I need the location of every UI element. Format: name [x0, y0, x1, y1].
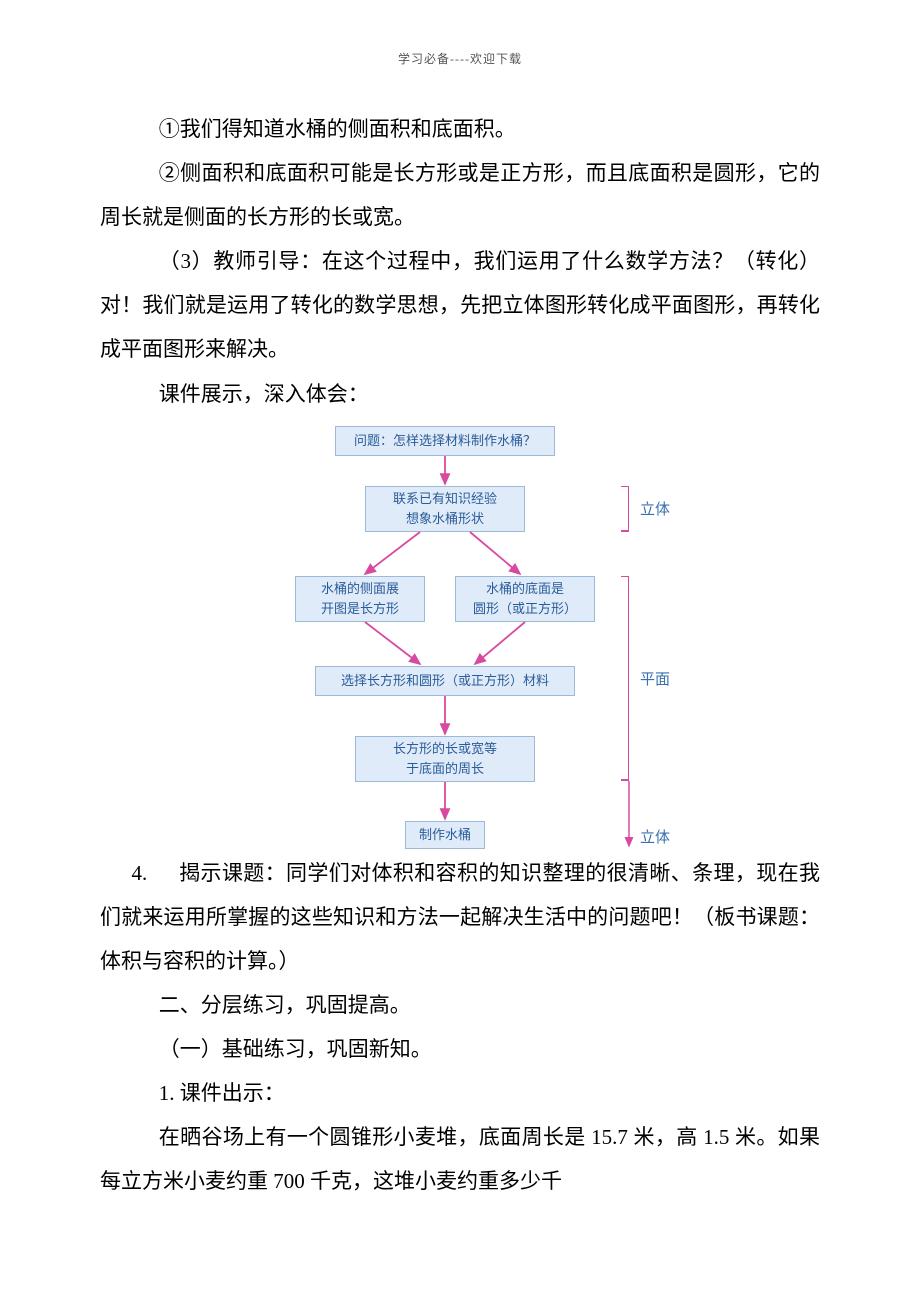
p5-body: 揭示课题：同学们对体积和容积的知识整理的很清晰、条理，现在我们就来运用所掌握的这…: [100, 861, 820, 973]
node-text: 问题：怎样选择材料制作水桶？: [354, 431, 536, 451]
side-label-bottom: 立体: [640, 826, 670, 847]
node-text: 长方形的长或宽等: [393, 739, 497, 759]
flowchart-node-6: 制作水桶: [405, 821, 485, 849]
p5-num: 4.: [132, 851, 174, 895]
node-text: 联系已有知识经验: [393, 489, 497, 509]
brace-middle: [628, 576, 629, 781]
node-text: 选择长方形和圆形（或正方形）材料: [341, 671, 549, 691]
paragraph-2: ②侧面积和底面积可能是长方形或是正方形，而且底面积是圆形，它的周长就是侧面的长方…: [100, 151, 820, 239]
flowchart-node-4: 选择长方形和圆形（或正方形）材料: [315, 666, 575, 696]
node-text: 开图是长方形: [321, 599, 399, 619]
paragraph-5: 4. 揭示课题：同学们对体积和容积的知识整理的很清晰、条理，现在我们就来运用所掌…: [100, 851, 820, 983]
paragraph-3: （3）教师引导：在这个过程中，我们运用了什么数学方法？（转化）对！我们就是运用了…: [100, 239, 820, 371]
page-header: 学习必备----欢迎下载: [100, 50, 820, 67]
paragraph-4: 课件展示，深入体会：: [100, 372, 820, 416]
flowchart-node-1: 问题：怎样选择材料制作水桶？: [335, 426, 555, 456]
flowchart: 问题：怎样选择材料制作水桶？ 联系已有知识经验 想象水桶形状 水桶的侧面展 开图…: [220, 426, 700, 856]
paragraph-6: 二、分层练习，巩固提高。: [100, 983, 820, 1027]
node-text: 于底面的周长: [406, 759, 484, 779]
side-label-middle: 平面: [640, 668, 670, 689]
node-text: 制作水桶: [419, 825, 471, 845]
node-text: 水桶的侧面展: [321, 579, 399, 599]
side-label-top: 立体: [640, 498, 670, 519]
document-page: 学习必备----欢迎下载 ①我们得知道水桶的侧面积和底面积。 ②侧面积和底面积可…: [0, 0, 920, 1243]
paragraph-7: （一）基础练习，巩固新知。: [100, 1027, 820, 1071]
paragraph-8: 1. 课件出示：: [100, 1071, 820, 1115]
flowchart-node-2: 联系已有知识经验 想象水桶形状: [365, 486, 525, 532]
flowchart-node-3b: 水桶的底面是 圆形（或正方形）: [455, 576, 595, 622]
flowchart-node-5: 长方形的长或宽等 于底面的周长: [355, 736, 535, 782]
brace-top: [628, 486, 629, 532]
node-text: 水桶的底面是: [486, 579, 564, 599]
node-text: 圆形（或正方形）: [473, 599, 577, 619]
node-text: 想象水桶形状: [406, 509, 484, 529]
flowchart-node-3a: 水桶的侧面展 开图是长方形: [295, 576, 425, 622]
paragraph-1: ①我们得知道水桶的侧面积和底面积。: [100, 107, 820, 151]
paragraph-9: 在晒谷场上有一个圆锥形小麦堆，底面周长是 15.7 米，高 1.5 米。如果每立…: [100, 1115, 820, 1203]
